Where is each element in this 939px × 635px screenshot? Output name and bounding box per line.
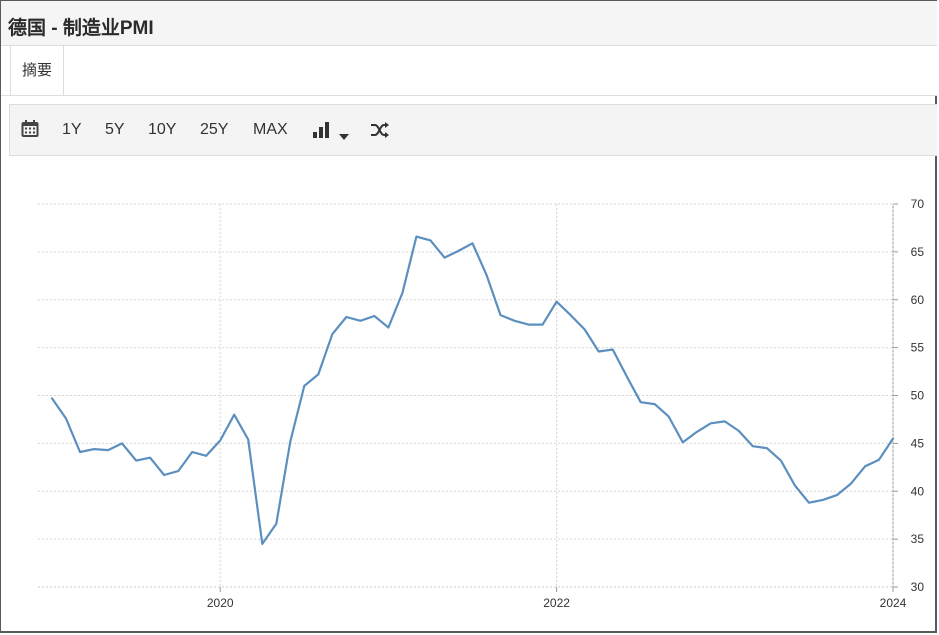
data-point[interactable] — [148, 456, 152, 460]
data-point[interactable] — [793, 484, 797, 488]
data-point[interactable] — [204, 454, 208, 458]
data-point[interactable] — [821, 498, 825, 502]
data-point[interactable] — [471, 241, 475, 245]
data-point[interactable] — [681, 440, 685, 444]
y-tick-label: 45 — [911, 436, 925, 450]
data-point[interactable] — [891, 437, 895, 441]
range-10y-button[interactable]: 10Y — [148, 121, 177, 138]
data-point[interactable] — [78, 450, 82, 454]
y-tick-label: 70 — [911, 197, 925, 211]
data-point[interactable] — [372, 314, 376, 318]
data-point[interactable] — [779, 459, 783, 463]
data-point[interactable] — [737, 429, 741, 433]
data-point[interactable] — [611, 348, 615, 352]
data-point[interactable] — [176, 469, 180, 473]
y-tick-label: 50 — [911, 389, 925, 403]
bar-chart-icon[interactable] — [313, 122, 331, 143]
calendar-icon[interactable] — [21, 120, 39, 143]
y-tick-label: 65 — [911, 245, 925, 259]
x-tick-label: 2024 — [880, 596, 907, 610]
page-title: 德国 - 制造业PMI — [8, 18, 154, 39]
data-point[interactable] — [709, 421, 713, 425]
data-point[interactable] — [877, 458, 881, 462]
range-1y-button[interactable]: 1Y — [62, 121, 82, 138]
data-point[interactable] — [555, 300, 559, 304]
data-point[interactable] — [695, 430, 699, 434]
data-point[interactable] — [863, 464, 867, 468]
data-point[interactable] — [751, 444, 755, 448]
data-point[interactable] — [485, 273, 489, 277]
data-point[interactable] — [527, 323, 531, 327]
data-point[interactable] — [274, 522, 278, 526]
x-tick-label: 2020 — [207, 596, 234, 610]
range-25y-button[interactable]: 25Y — [200, 121, 229, 138]
data-point[interactable] — [513, 319, 517, 323]
caret-down-icon[interactable] — [339, 127, 349, 145]
data-point[interactable] — [807, 501, 811, 505]
data-point[interactable] — [302, 384, 306, 388]
data-point[interactable] — [442, 256, 446, 260]
data-point[interactable] — [92, 447, 96, 451]
y-tick-label: 40 — [911, 484, 925, 498]
y-tick-label: 30 — [911, 580, 925, 594]
data-point[interactable] — [625, 374, 629, 378]
data-point[interactable] — [428, 238, 432, 242]
data-point[interactable] — [569, 313, 573, 317]
data-point[interactable] — [358, 319, 362, 323]
data-point[interactable] — [288, 439, 292, 443]
data-point[interactable] — [162, 473, 166, 477]
data-point[interactable] — [134, 459, 138, 463]
data-point[interactable] — [400, 291, 404, 295]
data-point[interactable] — [246, 438, 250, 442]
pmi-series-line[interactable] — [50, 235, 895, 545]
data-point[interactable] — [218, 439, 222, 443]
data-point[interactable] — [190, 450, 194, 454]
data-point[interactable] — [765, 446, 769, 450]
data-point[interactable] — [583, 327, 587, 331]
range-5y-button[interactable]: 5Y — [105, 121, 125, 138]
data-point[interactable] — [64, 416, 68, 420]
data-point[interactable] — [835, 493, 839, 497]
y-tick-label: 35 — [911, 532, 925, 546]
chart-toolbar: 1Y 5Y 10Y 25Y MAX — [9, 104, 937, 156]
pmi-line-chart: 30 35 40 45 50 55 60 65 70 2020 2022 2024 — [38, 197, 925, 610]
y-tick-label: 55 — [911, 341, 925, 355]
y-tick-label: 60 — [911, 293, 925, 307]
data-point[interactable] — [316, 372, 320, 376]
data-point[interactable] — [723, 419, 727, 423]
x-tick-label: 2022 — [543, 596, 570, 610]
data-point[interactable] — [541, 323, 545, 327]
data-point[interactable] — [386, 326, 390, 330]
tab-bar: 摘要 — [1, 46, 937, 96]
data-point[interactable] — [414, 235, 418, 239]
data-point[interactable] — [597, 349, 601, 353]
data-point[interactable] — [260, 542, 264, 546]
data-point[interactable] — [50, 396, 54, 400]
shuffle-icon[interactable] — [370, 121, 390, 144]
data-point[interactable] — [456, 249, 460, 253]
data-point[interactable] — [667, 415, 671, 419]
tab-summary[interactable]: 摘要 — [10, 46, 65, 95]
page-header: 德国 - 制造业PMI — [1, 1, 937, 46]
data-point[interactable] — [106, 448, 110, 452]
data-point[interactable] — [653, 402, 657, 406]
data-point[interactable] — [232, 413, 236, 417]
data-point[interactable] — [849, 482, 853, 486]
data-point[interactable] — [120, 441, 124, 445]
range-max-button[interactable]: MAX — [253, 121, 288, 138]
data-point[interactable] — [639, 400, 643, 404]
data-point[interactable] — [499, 313, 503, 317]
data-point[interactable] — [344, 315, 348, 319]
data-point[interactable] — [330, 332, 334, 336]
